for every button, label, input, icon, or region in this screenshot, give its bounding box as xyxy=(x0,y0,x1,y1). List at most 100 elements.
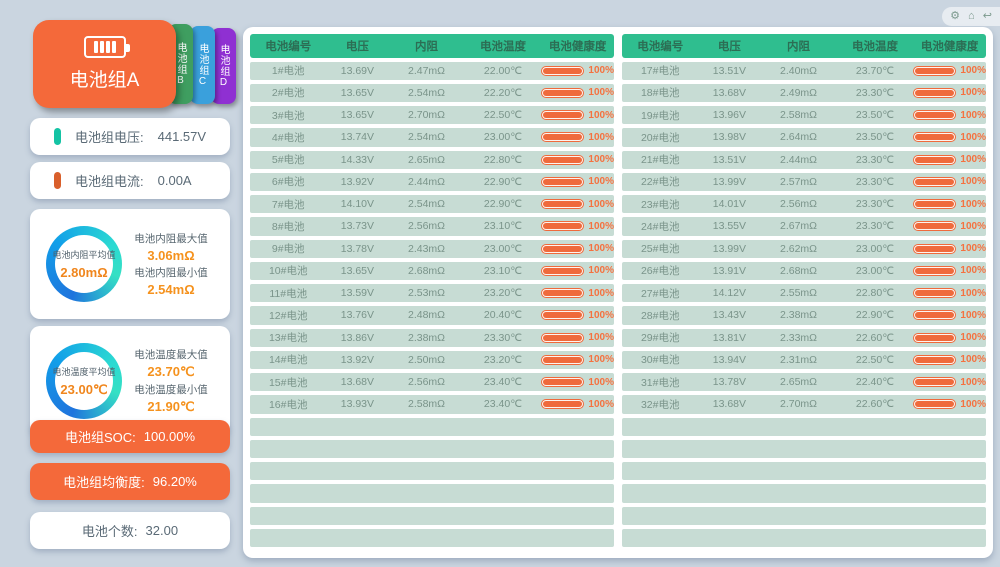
tab-battery-group-a[interactable]: 电池组A xyxy=(33,20,176,108)
cell-health: 100% xyxy=(541,199,614,210)
cell-resistance: 2.50mΩ xyxy=(408,353,446,366)
cell-id: 14#电池 xyxy=(268,354,308,367)
health-percent: 100% xyxy=(588,287,614,299)
cell-health: 100% xyxy=(913,243,986,254)
health-bar xyxy=(541,310,585,321)
cell-health: 100% xyxy=(913,399,986,410)
cell-health: 100% xyxy=(913,265,986,276)
cell-id: 28#电池 xyxy=(640,309,680,322)
cell-id: 16#电池 xyxy=(268,398,308,411)
soc-card: 电池组SOC: 100.00% xyxy=(30,420,230,453)
cell-resistance: 2.65mΩ xyxy=(408,153,446,166)
empty-row xyxy=(250,528,614,548)
cell-temperature: 23.20℃ xyxy=(483,353,522,366)
cell-resistance: 2.53mΩ xyxy=(408,287,446,300)
health-bar xyxy=(541,132,585,143)
cell-voltage: 13.81V xyxy=(712,331,747,344)
health-percent: 100% xyxy=(588,243,614,255)
cell-resistance: 2.43mΩ xyxy=(408,242,446,255)
cell-temperature: 22.00℃ xyxy=(483,64,522,77)
cell-temperature: 22.90℃ xyxy=(483,198,522,211)
health-bar xyxy=(913,332,957,343)
empty-row xyxy=(622,484,986,503)
cell-health: 100% xyxy=(913,154,986,165)
table-row: 5#电池 14.33V 2.65mΩ 22.80℃ 100% xyxy=(250,150,614,169)
cell-id: 10#电池 xyxy=(268,265,308,278)
table-row: 15#电池 13.68V 2.56mΩ 23.40℃ 100% xyxy=(250,373,614,392)
empty-row xyxy=(250,462,614,481)
health-percent: 100% xyxy=(588,109,614,121)
voltage-pill-icon xyxy=(54,128,61,145)
health-bar xyxy=(541,110,585,121)
table-row: 24#电池 13.55V 2.67mΩ 23.30℃ 100% xyxy=(622,217,986,236)
cell-resistance: 2.44mΩ xyxy=(408,175,446,188)
cell-resistance: 2.38mΩ xyxy=(408,331,446,344)
health-bar xyxy=(913,87,957,98)
health-bar xyxy=(541,65,585,76)
temperature-min-label: 电池温度最小值 xyxy=(134,384,208,396)
temperature-min-value: 21.90℃ xyxy=(147,399,195,414)
cell-health: 100% xyxy=(541,154,614,165)
cell-voltage: 13.68V xyxy=(712,398,747,411)
column-header: 电压 xyxy=(717,40,741,53)
health-bar xyxy=(913,176,957,187)
cell-voltage: 13.69V xyxy=(340,64,375,77)
column-header: 内阻 xyxy=(415,40,439,53)
tab-battery-group-d[interactable]: 电池组D xyxy=(211,28,236,104)
resistance-gauge-ring: 电池内阻平均值 2.80mΩ xyxy=(46,226,122,302)
cell-health: 100% xyxy=(541,354,614,365)
table-row: 10#电池 13.65V 2.68mΩ 23.10℃ 100% xyxy=(250,261,614,281)
health-bar xyxy=(913,221,957,232)
cell-id: 17#电池 xyxy=(640,65,680,78)
cell-id: 1#电池 xyxy=(271,65,305,78)
settings-icon[interactable]: ⚙ xyxy=(950,10,960,22)
cell-voltage: 14.12V xyxy=(712,287,747,300)
table-row: 29#电池 13.81V 2.33mΩ 22.60℃ 100% xyxy=(622,328,986,347)
health-bar xyxy=(913,154,957,165)
health-bar xyxy=(913,65,957,76)
cell-health: 100% xyxy=(913,288,986,299)
cell-health: 100% xyxy=(541,265,614,276)
cell-temperature: 22.80℃ xyxy=(483,153,522,166)
column-header: 电池温度 xyxy=(479,40,526,53)
health-bar xyxy=(541,199,585,210)
cell-temperature: 22.40℃ xyxy=(855,376,894,389)
cell-temperature: 23.70℃ xyxy=(855,64,894,77)
cell-temperature: 22.60℃ xyxy=(855,398,894,411)
health-bar xyxy=(541,399,585,410)
cell-health: 100% xyxy=(541,221,614,232)
table-row: 14#电池 13.92V 2.50mΩ 23.20℃ 100% xyxy=(250,350,614,370)
cell-id: 30#电池 xyxy=(640,354,680,367)
health-percent: 100% xyxy=(588,220,614,232)
table-row: 25#电池 13.99V 2.62mΩ 23.00℃ 100% xyxy=(622,239,986,258)
cell-temperature: 22.80℃ xyxy=(855,287,894,300)
cell-temperature: 23.00℃ xyxy=(855,242,894,255)
cell-voltage: 13.86V xyxy=(340,331,375,344)
cell-voltage: 13.76V xyxy=(340,309,375,322)
health-percent: 100% xyxy=(960,332,986,344)
current-pill-icon xyxy=(54,172,61,189)
resistance-avg-value: 2.80mΩ xyxy=(60,265,108,280)
health-percent: 100% xyxy=(588,309,614,321)
cell-temperature: 23.30℃ xyxy=(855,220,894,233)
table-row: 3#电池 13.65V 2.70mΩ 22.50℃ 100% xyxy=(250,106,614,125)
cell-health: 100% xyxy=(913,65,986,76)
cell-health: 100% xyxy=(913,87,986,98)
health-bar xyxy=(541,354,585,365)
table-row: 22#电池 13.99V 2.57mΩ 23.30℃ 100% xyxy=(622,172,986,192)
health-percent: 100% xyxy=(960,220,986,232)
cell-temperature: 23.30℃ xyxy=(855,153,894,166)
tab-battery-group-c[interactable]: 电池组C xyxy=(190,26,215,104)
cell-resistance: 2.56mΩ xyxy=(408,220,446,233)
cell-health: 100% xyxy=(541,176,614,187)
cell-temperature: 23.00℃ xyxy=(483,131,522,144)
health-bar xyxy=(541,265,585,276)
pack-current-label: 电池组电流: xyxy=(75,174,144,189)
empty-row xyxy=(622,506,986,525)
cell-id: 32#电池 xyxy=(640,398,680,411)
home-icon[interactable]: ⌂ xyxy=(968,10,975,22)
back-icon[interactable]: ↩ xyxy=(982,10,992,22)
table-row: 1#电池 13.69V 2.47mΩ 22.00℃ 100% xyxy=(250,61,614,80)
health-bar xyxy=(541,221,585,232)
